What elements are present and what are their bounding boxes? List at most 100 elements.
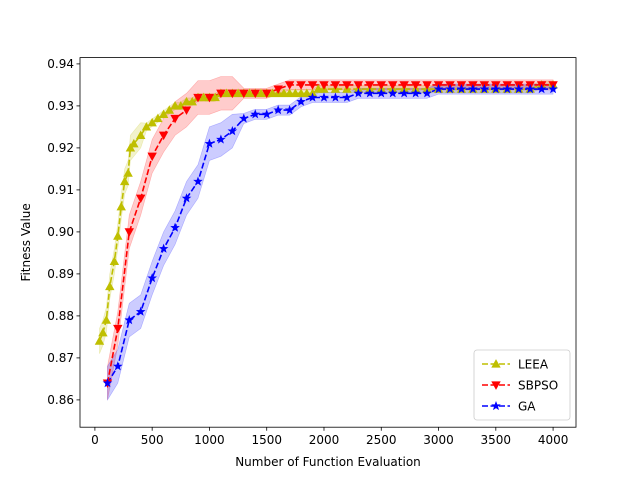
ga-point [353,88,364,98]
series-markers [94,80,558,388]
sbpso-point [330,81,341,90]
leea-point [116,201,126,211]
sbpso-point [113,324,123,334]
sbpso-point [353,81,364,90]
sbpso-point [410,81,421,90]
leea-point [302,88,312,97]
legend-sbpso-label: SBPSO [518,379,558,393]
ga-point [216,134,226,144]
sbpso-point [365,81,375,90]
y-tick-label: 0.88 [47,309,74,323]
leea-point [267,88,278,97]
ga-point [548,84,558,94]
leea-point [244,88,255,97]
ga-point [399,88,409,98]
ga-point [468,84,478,94]
leea-point [119,176,130,186]
ga-point [193,176,203,186]
x-tick-label: 2500 [366,433,397,447]
y-axis-label: Fitness Value [19,203,33,281]
sbpso-point [284,81,295,90]
sbpso-point [147,152,157,162]
ga-point [307,92,318,102]
x-tick-label: 500 [141,433,164,447]
ga-point [261,109,272,119]
leea-point [181,96,192,106]
ga-point [342,92,352,102]
sbpso-line [106,84,554,384]
ga-point [227,126,238,136]
ga-point [422,88,432,98]
ga-band [107,83,554,401]
sbpso-point [216,89,226,99]
leea-point [136,130,146,139]
sbpso-point [388,81,398,90]
legend: LEEA SBPSO GA [473,349,571,421]
ga-point [135,306,146,316]
sbpso-point [204,93,215,103]
ga-point [147,273,157,283]
y-tick-label: 0.89 [47,267,74,281]
sbpso-point [296,81,306,90]
leea-point [98,327,108,337]
sbpso-point [158,131,169,141]
leea-point [221,88,232,97]
leea-point [170,101,180,110]
ga-point [491,84,501,94]
ga-point [433,84,444,94]
ga-point [319,92,329,102]
sbpso-point [170,114,180,124]
sbpso-point [399,81,409,90]
ga-point [365,88,375,98]
sbpso-point [193,93,203,103]
sbpso-point [307,81,318,90]
x-tick-label: 2000 [309,433,340,447]
y-tick-label: 0.91 [47,183,74,197]
y-tick-label: 0.87 [47,351,74,365]
sbpso-point [239,89,249,99]
x-tick-label: 3000 [423,433,454,447]
ga-line [106,88,554,384]
leea-point [109,256,120,265]
ga-point [204,138,215,148]
y-tick-label: 0.94 [47,57,74,71]
leea-point [158,109,169,118]
legend-ga-label: GA [518,400,536,414]
leea-point [94,336,105,345]
ga-point [410,88,421,98]
ga-point [124,315,135,325]
sbpso-point [262,89,272,99]
y-axis-ticks: 0.86 0.87 0.88 0.89 0.90 0.91 0.92 0.93 0.94 [47,57,80,407]
leea-point [113,231,123,240]
sbpso-point [342,81,352,90]
ga-point [387,88,398,98]
legend-leea-label: LEEA [518,358,549,372]
legend-ga-marker [491,400,501,411]
ga-point [479,84,490,94]
leea-point [123,168,133,177]
x-axis-ticks: 0 500 1000 1500 2000 2500 3000 3500 4000 [91,427,568,447]
leea-point [199,92,209,102]
sbpso-point [319,81,329,90]
x-tick-label: 4000 [538,433,569,447]
x-tick-label: 1500 [251,433,282,447]
ga-point [296,96,306,106]
leea-point [129,138,139,148]
leea-point [105,281,115,291]
ga-point [502,84,513,94]
ga-point [525,84,535,94]
leea-point [187,96,197,106]
y-tick-label: 0.93 [47,99,74,113]
ga-point [445,84,455,94]
series-lines [98,84,554,384]
sbpso-point [227,89,238,99]
y-tick-label: 0.90 [47,225,74,239]
leea-point [210,92,220,102]
ga-point [513,84,524,94]
ga-point [284,105,295,115]
x-tick-label: 3500 [481,433,512,447]
sbpso-point [181,106,192,115]
leea-point [290,88,301,97]
leea-point [256,88,266,97]
